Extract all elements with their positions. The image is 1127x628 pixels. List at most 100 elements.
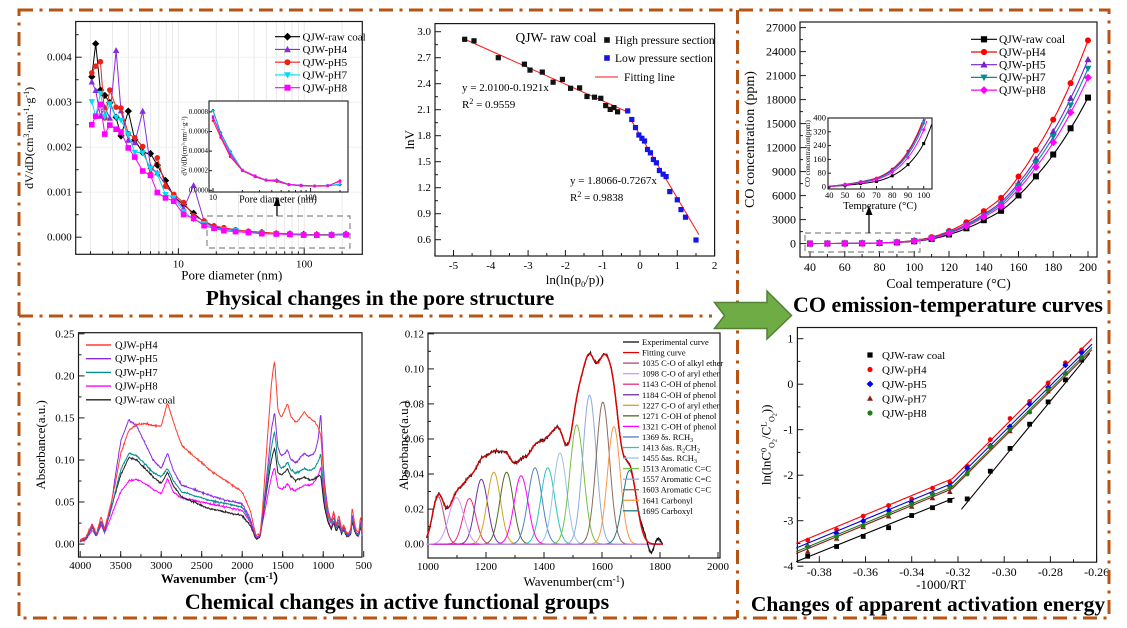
svg-text:3500: 3500 [110,560,133,572]
svg-text:Pore diameter (nm): Pore diameter (nm) [239,195,317,206]
svg-text:1500: 1500 [272,560,295,572]
svg-text:QJW- raw coal: QJW- raw coal [516,30,597,45]
svg-text:y = 2.0100-0.1921x: y = 2.0100-0.1921x [462,82,549,94]
svg-text:100: 100 [296,258,313,270]
svg-text:Wavenumber(cm-1): Wavenumber(cm-1) [523,574,624,589]
svg-text:1035 C-O of alkyl ether: 1035 C-O of alkyl ether [642,358,723,368]
svg-text:1098 C-O of aryl ether: 1098 C-O of aryl ether [642,369,720,379]
svg-text:High pressure section: High pressure section [615,35,715,47]
svg-text:0.04: 0.04 [405,469,425,481]
svg-text:0.25: 0.25 [55,328,75,340]
svg-text:120: 120 [940,260,958,274]
svg-text:1: 1 [787,332,793,346]
svg-text:1271 C-OH of phenol: 1271 C-OH of phenol [642,411,717,421]
svg-text:0.000: 0.000 [47,232,72,244]
svg-text:0.003: 0.003 [47,97,72,109]
svg-text:1603 Aromatic C=C: 1603 Aromatic C=C [642,485,711,495]
svg-text:18000: 18000 [766,93,796,107]
svg-text:1000: 1000 [417,561,440,573]
svg-text:QJW-pH5: QJW-pH5 [882,379,927,391]
svg-text:40: 40 [804,260,816,274]
svg-text:-0.32: -0.32 [945,565,970,579]
svg-text:2000: 2000 [231,560,254,572]
svg-text:2.4: 2.4 [417,78,431,90]
svg-text:0.9: 0.9 [417,208,431,220]
svg-text:-2: -2 [561,260,570,272]
svg-text:1413 δas. R2CH2: 1413 δas. R2CH2 [642,443,700,455]
svg-text:-5: -5 [449,260,459,272]
svg-text:0.0002: 0.0002 [189,167,209,175]
svg-text:4000: 4000 [69,560,92,572]
svg-text:50: 50 [841,190,850,200]
svg-text:2.7: 2.7 [417,52,431,64]
svg-text:Absorbance(a.u.): Absorbance(a.u.) [396,401,411,491]
svg-text:3000: 3000 [772,213,796,227]
svg-text:QJW-raw coal: QJW-raw coal [999,34,1065,46]
svg-text:1513 Aromatic C=C: 1513 Aromatic C=C [642,464,711,474]
svg-text:-4: -4 [783,559,793,573]
svg-text:9000: 9000 [772,165,796,179]
svg-text:1600: 1600 [591,561,614,573]
svg-text:2000: 2000 [707,561,730,573]
svg-text:R2 = 0.9559: R2 = 0.9559 [462,97,516,111]
svg-text:1184 C-OH of phenol: 1184 C-OH of phenol [642,390,717,400]
svg-text:1200: 1200 [475,561,498,573]
svg-text:6000: 6000 [772,189,796,203]
svg-text:R2 = 0.9838: R2 = 0.9838 [570,190,624,204]
svg-text:-0.26: -0.26 [1084,565,1109,579]
svg-text:0.001: 0.001 [47,187,72,199]
svg-text:QJW-pH8: QJW-pH8 [303,82,348,94]
svg-text:QJW-pH4: QJW-pH4 [999,47,1046,59]
svg-text:0.20: 0.20 [55,370,75,382]
svg-text:1: 1 [675,260,681,272]
svg-text:80: 80 [874,260,886,274]
svg-text:27000: 27000 [766,21,796,35]
svg-text:140: 140 [975,260,993,274]
svg-text:1227 C-O of aryl ether: 1227 C-O of aryl ether [642,400,720,410]
svg-text:QJW-pH7: QJW-pH7 [303,70,348,82]
svg-text:10: 10 [173,258,185,270]
svg-text:dV/dD(cm3·nm-1·g-1): dV/dD(cm3·nm-1·g-1) [22,87,36,189]
svg-text:0: 0 [822,182,826,192]
svg-text:0: 0 [787,377,793,391]
svg-text:0: 0 [790,237,796,251]
svg-text:1557 Aromatic C=C: 1557 Aromatic C=C [642,474,711,484]
svg-text:10: 10 [209,193,217,202]
svg-text:-0.30: -0.30 [992,565,1017,579]
svg-text:1641 Carbonyl: 1641 Carbonyl [642,495,693,505]
svg-text:CO emission-temperature curves: CO emission-temperature curves [793,292,1103,317]
svg-text:-3: -3 [524,260,534,272]
svg-text:0.05: 0.05 [55,497,75,509]
svg-text:80: 80 [818,168,827,178]
svg-text:dV/dD(cm3·nm-1·g-1): dV/dD(cm3·nm-1·g-1) [181,116,189,176]
svg-text:500: 500 [355,560,372,572]
svg-text:-1: -1 [598,260,607,272]
svg-text:240: 240 [813,140,826,150]
svg-text:160: 160 [813,154,826,164]
svg-text:0: 0 [637,260,643,272]
svg-text:Fitting line: Fitting line [624,72,675,84]
svg-text:QJW-pH5: QJW-pH5 [999,60,1046,72]
svg-text:Wavenumber（cm-1）: Wavenumber（cm-1） [161,571,286,586]
svg-text:100: 100 [905,260,923,274]
svg-text:0.00: 0.00 [55,539,75,551]
svg-text:0.0004: 0.0004 [189,147,209,155]
svg-text:QJW-pH5: QJW-pH5 [303,57,348,69]
svg-text:Experimental curve: Experimental curve [642,337,709,347]
svg-text:1695 Carboxyl: 1695 Carboxyl [642,506,693,516]
svg-text:QJW-pH7: QJW-pH7 [115,368,158,379]
svg-text:-2: -2 [783,468,793,482]
svg-text:QJW-raw coal: QJW-raw coal [115,395,175,406]
svg-text:Changes of apparent activation: Changes of apparent activation energy [751,592,1106,616]
svg-text:400: 400 [813,113,826,123]
svg-text:Coal temperature (°C): Coal temperature (°C) [886,277,1011,292]
svg-text:0.0006: 0.0006 [189,128,209,136]
svg-text:0.6: 0.6 [417,234,431,246]
svg-text:2500: 2500 [191,560,214,572]
svg-text:QJW-pH8: QJW-pH8 [882,408,927,420]
svg-text:0.06: 0.06 [405,433,425,445]
svg-text:ln(ln(p0/p)): ln(ln(p0/p)) [546,272,604,289]
svg-text:Physical changes in the pore s: Physical changes in the pore structure [206,286,555,310]
svg-text:0.0008: 0.0008 [189,108,209,116]
svg-text:1.5: 1.5 [417,156,431,168]
